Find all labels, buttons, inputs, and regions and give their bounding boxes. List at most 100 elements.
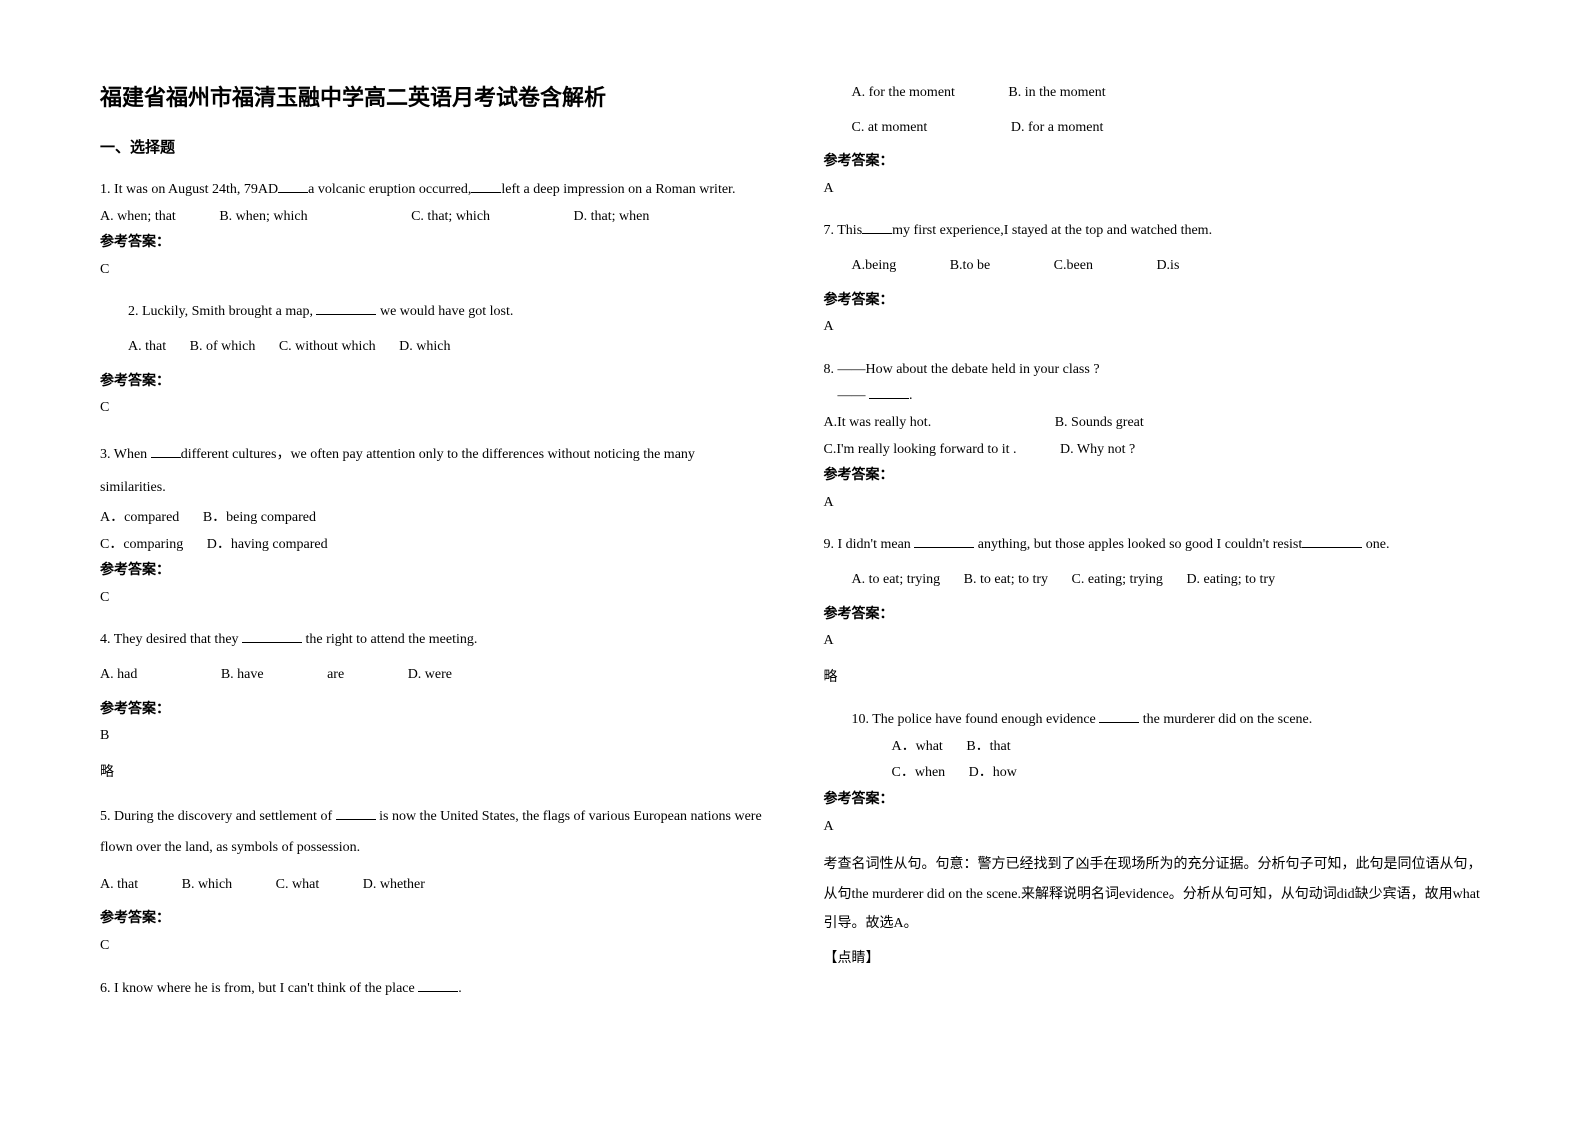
options-line2: C．comparing D．having compared	[100, 532, 764, 559]
answer-label: 参考答案：	[824, 463, 1488, 490]
q8-text-b: ——	[838, 388, 870, 403]
option-b: B. which	[182, 872, 233, 899]
blank	[1099, 709, 1139, 723]
blank	[278, 179, 308, 193]
option-a: A．what	[892, 734, 943, 761]
options: A. had B. have are D. were	[100, 662, 764, 689]
blank	[151, 444, 181, 458]
blank	[418, 978, 458, 992]
option-a: A. for the moment	[852, 80, 955, 107]
left-column: 福建省福州市福清玉融中学高二英语月考试卷含解析 一、选择题 1. It was …	[100, 80, 764, 1018]
q7-text-a: 7. This	[824, 223, 863, 238]
q9-text-c: one.	[1362, 537, 1389, 552]
answer: C	[100, 257, 764, 284]
answer-label: 参考答案：	[100, 558, 764, 585]
answer: B	[100, 723, 764, 750]
question-6-cont: A. for the moment B. in the moment C. at…	[824, 80, 1488, 202]
option-d: D. which	[399, 334, 450, 361]
blank	[336, 806, 376, 820]
option-b: B.to be	[950, 253, 990, 280]
option-c: C. at moment	[852, 115, 928, 142]
option-d: D. whether	[363, 872, 425, 899]
q10-text-a: 10. The police have found enough evidenc…	[852, 712, 1100, 727]
q1-text-b: a volcanic eruption occurred,	[308, 182, 471, 197]
answer: A	[824, 814, 1488, 841]
q3-text-b: different cultures，we often pay attentio…	[100, 447, 695, 496]
option-b: B. of which	[190, 334, 256, 361]
answer-label: 参考答案：	[824, 787, 1488, 814]
question-2: 2. Luckily, Smith brought a map, we woul…	[100, 299, 764, 421]
answer: A	[824, 628, 1488, 655]
q6-text-a: 6. I know where he is from, but I can't …	[100, 981, 418, 996]
options: A. when; that B. when; which C. that; wh…	[100, 204, 764, 231]
q4-text-b: the right to attend the meeting.	[302, 632, 477, 647]
option-a: A. that	[100, 872, 138, 899]
document-title: 福建省福州市福清玉融中学高二英语月考试卷含解析	[100, 80, 764, 112]
option-c: C. eating; trying	[1072, 567, 1163, 594]
answer-label: 参考答案：	[824, 149, 1488, 176]
option-b: B. have	[221, 662, 264, 689]
option-a: A.being	[852, 253, 897, 280]
blank	[316, 301, 376, 315]
answer-label: 参考答案：	[100, 230, 764, 257]
answer-label: 参考答案：	[100, 697, 764, 724]
page-container: 福建省福州市福清玉融中学高二英语月考试卷含解析 一、选择题 1. It was …	[100, 80, 1487, 1018]
question-1: 1. It was on August 24th, 79ADa volcanic…	[100, 177, 764, 283]
question-text: 9. I didn't mean anything, but those app…	[824, 532, 1488, 559]
question-text: 6. I know where he is from, but I can't …	[100, 976, 764, 1003]
option-c: C. without which	[279, 334, 376, 361]
option-d: D．having compared	[207, 532, 328, 559]
option-c: C.been	[1054, 253, 1093, 280]
answer-label: 参考答案：	[100, 369, 764, 396]
options-line1: A．what B．that	[864, 734, 1488, 761]
question-7: 7. This my first experience,I stayed at t…	[824, 218, 1488, 340]
q3-text-a: 3. When	[100, 447, 151, 462]
question-5: 5. During the discovery and settlement o…	[100, 802, 764, 959]
question-text-b: —— .	[838, 383, 1488, 410]
blank	[914, 534, 974, 548]
options: A. that B. which C. what D. whether	[100, 872, 764, 899]
options-line1: A．compared B．being compared	[100, 505, 764, 532]
option-b: B. when; which	[219, 204, 307, 231]
question-6: 6. I know where he is from, but I can't …	[100, 976, 764, 1003]
question-9: 9. I didn't mean anything, but those app…	[824, 532, 1488, 691]
q7-text-b: my first experience,I stayed at the top …	[892, 223, 1212, 238]
option-b: B. Sounds great	[1055, 410, 1144, 437]
option-a: A. had	[100, 662, 137, 689]
option-a: A. that	[128, 334, 166, 361]
blank	[869, 385, 909, 399]
question-3: 3. When different cultures，we often pay …	[100, 438, 764, 612]
question-8: 8. ——How about the debate held in your c…	[824, 357, 1488, 517]
question-text: 5. During the discovery and settlement o…	[100, 802, 764, 864]
q9-text-a: 9. I didn't mean	[824, 537, 915, 552]
question-text: 7. This my first experience,I stayed at t…	[824, 218, 1488, 245]
question-text-a: 8. ——How about the debate held in your c…	[824, 357, 1488, 384]
option-d: D. eating; to try	[1186, 567, 1275, 594]
answer: A	[824, 490, 1488, 517]
blank	[242, 629, 302, 643]
option-d: D. Why not ?	[1060, 437, 1135, 464]
option-d: D. that; when	[574, 204, 650, 231]
question-text: 3. When different cultures，we often pay …	[100, 438, 764, 505]
options-line1: A. for the moment B. in the moment	[824, 80, 1488, 107]
question-10: 10. The police have found enough evidenc…	[824, 707, 1488, 973]
note: 略	[100, 760, 764, 787]
tip-label: 【点睛】	[824, 946, 1488, 973]
option-b: B. to eat; to try	[964, 567, 1048, 594]
option-a: A. when; that	[100, 204, 176, 231]
q2-text-b: we would have got lost.	[376, 304, 513, 319]
option-c: C. that; which	[411, 204, 490, 231]
options-line2: C. at moment D. for a moment	[824, 115, 1488, 142]
question-text: 2. Luckily, Smith brought a map, we woul…	[100, 299, 764, 326]
question-text: 4. They desired that they the right to a…	[100, 627, 764, 654]
answer-label: 参考答案：	[824, 602, 1488, 629]
q9-text-b: anything, but those apples looked so goo…	[974, 537, 1302, 552]
q1-text-c: left a deep impression on a Roman writer…	[501, 182, 735, 197]
answer: A	[824, 176, 1488, 203]
option-c: C. what	[276, 872, 320, 899]
option-b: B．being compared	[203, 505, 316, 532]
q10-text-b: the murderer did on the scene.	[1139, 712, 1312, 727]
q5-text-a: 5. During the discovery and settlement o…	[100, 809, 336, 824]
options-line1: A.It was really hot. B. Sounds great	[824, 410, 1488, 437]
blank	[1302, 534, 1362, 548]
